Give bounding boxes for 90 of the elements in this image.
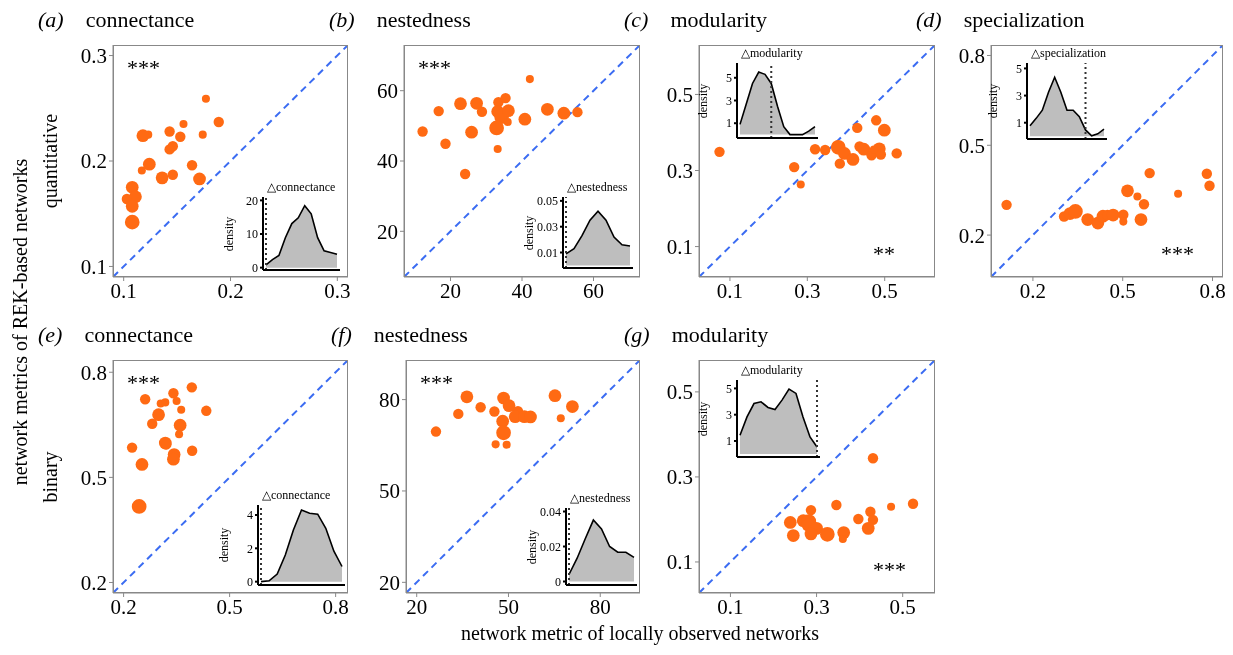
chart-title: △connectance [262, 488, 331, 503]
y-tick-label: 0.2 [958, 223, 985, 248]
chart-title: △specialization [1031, 46, 1106, 61]
x-tick-label: 0.3 [794, 278, 821, 303]
chart-title: (b) nestedness [329, 7, 471, 32]
y-tick-label: 1 [726, 116, 732, 131]
y-tick-label: 5 [726, 71, 732, 86]
y-tick-label: 0.5 [80, 465, 107, 490]
x-tick-label: 80 [589, 594, 611, 619]
y-tick-label: 1 [726, 434, 732, 449]
chart-title: △nestedness [567, 180, 628, 195]
x-tick-label: 0.3 [324, 278, 351, 303]
x-tick-label: 50 [497, 594, 519, 619]
y-tick-label: 60 [377, 79, 398, 104]
chart-title: △connectance [267, 180, 336, 195]
y-tick-label: 0 [247, 574, 253, 589]
y-tick-label: 0.5 [666, 82, 693, 107]
y-tick-label: 20 [246, 193, 258, 208]
x-tick-label: 0.8 [322, 594, 349, 619]
y-tick-label: 0.3 [80, 44, 107, 68]
y-tick-label: 3 [726, 93, 732, 108]
y-tick-label: 5 [726, 381, 732, 396]
y-tick-label: 0.2 [80, 149, 107, 174]
y-tick-label: 0.5 [666, 380, 693, 405]
y-tick-label: 40 [377, 149, 398, 174]
y-tick-label: 0.1 [666, 235, 693, 260]
chart-title: (c) modularity [624, 7, 767, 32]
x-tick-label: 0.5 [889, 594, 916, 619]
y-tick-label: 0.1 [666, 550, 693, 575]
y-tick-label: 0.04 [540, 504, 561, 519]
annotation: *** [873, 557, 906, 583]
chart-title: (e) connectance [38, 322, 194, 347]
y-axis-title: density [695, 83, 711, 118]
y-axis-title: density [985, 83, 1001, 119]
y-tick-label: 0.8 [80, 360, 107, 385]
y-tick-label: 2 [247, 541, 253, 556]
y-axis-title: density [221, 216, 237, 251]
y-axis-title: binary [38, 450, 62, 503]
y-tick-label: 10 [246, 227, 258, 242]
y-tick-label: 80 [379, 388, 400, 413]
y-tick-label: 0.3 [666, 465, 693, 490]
y-tick-label: 0.1 [80, 254, 107, 279]
y-tick-label: 0.3 [666, 158, 693, 183]
chart-title: △nestedness [570, 491, 631, 506]
y-tick-label: 20 [377, 219, 398, 244]
y-tick-label: 50 [379, 479, 400, 504]
y-tick-label: 4 [247, 508, 253, 523]
y-tick-label: 0 [555, 574, 561, 589]
chart-title: (d) specialization [916, 7, 1085, 32]
x-tick-label: 0.5 [871, 278, 898, 303]
y-tick-label: 3 [726, 407, 732, 422]
annotation: *** [418, 55, 451, 81]
y-axis-title: density [695, 401, 711, 436]
x-tick-label: 0.5 [1109, 278, 1136, 303]
annotation: *** [127, 55, 160, 81]
annotation: ** [873, 241, 895, 267]
y-tick-label: 20 [379, 570, 400, 595]
y-tick-label: 0.03 [537, 219, 558, 234]
annotation: *** [127, 370, 160, 396]
y-axis-title: density [521, 215, 537, 250]
y-tick-label: 0.01 [537, 245, 558, 260]
text: network metrics of REK-based networks [8, 158, 32, 486]
x-tick-label: 0.1 [110, 278, 137, 303]
chart-title: (f) nestedness [331, 322, 468, 347]
y-axis-title: density [524, 529, 540, 564]
x-tick-label: 60 [583, 278, 605, 303]
annotation: *** [1161, 241, 1194, 267]
annotation: *** [420, 370, 453, 396]
chart-title: △modularity [741, 46, 803, 61]
chart-title: (g) modularity [624, 322, 769, 347]
chart-title: △modularity [741, 363, 803, 378]
y-tick-label: 0 [252, 260, 258, 275]
y-axis-title: quantitative [38, 113, 62, 209]
y-tick-label: 0.05 [537, 194, 558, 209]
y-tick-label: 0.02 [540, 539, 561, 554]
text: network metric of locally observed networks [460, 622, 820, 645]
x-tick-label: 20 [439, 278, 461, 303]
y-tick-label: 1 [1016, 115, 1022, 130]
y-tick-label: 5 [1016, 61, 1022, 76]
x-tick-label: 40 [511, 278, 533, 303]
x-tick-label: 0.8 [1199, 278, 1226, 303]
y-tick-label: 0.2 [80, 570, 107, 595]
x-tick-label: 0.2 [110, 594, 137, 619]
y-tick-label: 0.5 [958, 133, 985, 158]
y-tick-label: 3 [1016, 88, 1022, 103]
y-axis-title: density [216, 527, 232, 563]
y-tick-label: 0.8 [958, 43, 985, 68]
chart-title: (a) connectance [38, 7, 195, 32]
x-tick-label: 0.3 [803, 594, 830, 619]
x-tick-label: 20 [406, 594, 428, 619]
